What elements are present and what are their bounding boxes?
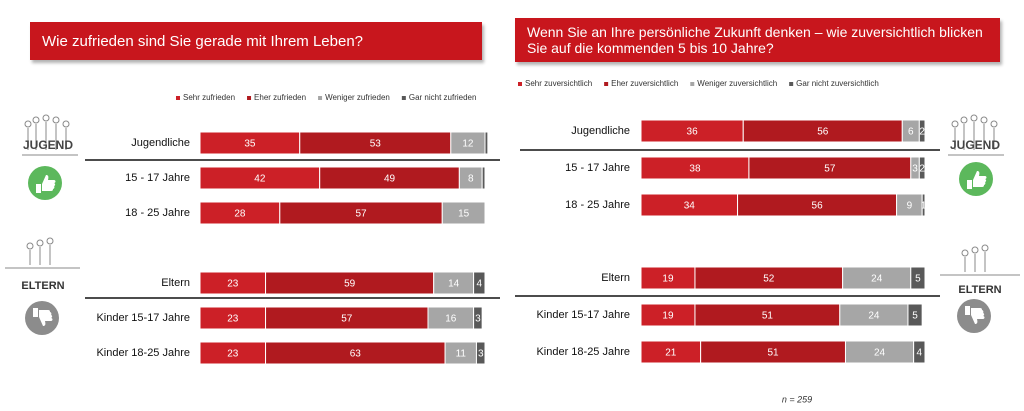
icon-label: JUGEND: [950, 138, 1000, 152]
legend-label: Weniger zufrieden: [325, 93, 390, 102]
value-label: 19: [662, 274, 674, 285]
legend-label: Sehr zuversichtlich: [525, 79, 592, 88]
value-label: 34: [684, 201, 696, 212]
thumb-down-icon: [25, 301, 59, 335]
icon-label: JUGEND: [23, 138, 73, 152]
chart-title: Wenn Sie an Ihre persönliche Zukunft den…: [515, 18, 1000, 62]
bar-segment: [481, 166, 486, 190]
note: n = 259: [782, 394, 812, 404]
value-label: 5: [912, 311, 918, 322]
bar-segment: [913, 340, 926, 364]
value-label: 3: [475, 314, 481, 325]
value-label: 56: [812, 201, 824, 212]
icon: [5, 114, 1020, 276]
category-label: Kinder 15-17 Jahre: [536, 309, 630, 321]
value-label: 12: [462, 139, 474, 150]
legend-label: Eher zufrieden: [254, 93, 306, 102]
value-label: 9: [907, 201, 913, 212]
value-label: 3: [478, 349, 484, 360]
value-label: 19: [662, 311, 674, 322]
legend-marker: [318, 96, 323, 100]
legend-marker: [789, 82, 794, 86]
value-label: 51: [762, 311, 774, 322]
value-label: 23: [227, 279, 239, 290]
legend-label: Sehr zufrieden: [183, 93, 235, 102]
value-label: 24: [874, 348, 886, 359]
value-label: 21: [665, 348, 677, 359]
value-label: 6: [908, 127, 914, 138]
category-label: Kinder 15-17 Jahre: [96, 312, 190, 324]
bar-segment: [918, 156, 926, 180]
category-label: Eltern: [601, 272, 630, 284]
value-label: 53: [370, 139, 382, 150]
icon-label: ELTERN: [21, 280, 64, 292]
value-label: 16: [445, 314, 457, 325]
value-label: 24: [868, 311, 880, 322]
legend-marker: [176, 96, 180, 100]
value-label: 2: [919, 127, 925, 138]
value-label: 2: [919, 164, 925, 175]
bar-segment: [918, 119, 926, 143]
value-label: 15: [458, 209, 470, 220]
value-label: 23: [227, 349, 239, 360]
category-label: Kinder 18-25 Jahre: [536, 346, 630, 358]
value-label: 57: [341, 314, 353, 325]
legend-label: Gar nicht zufrieden: [409, 93, 477, 102]
legend-marker: [604, 82, 609, 86]
thumb-up-icon: [28, 166, 62, 200]
value-label: 51: [767, 348, 779, 359]
value-label: 42: [254, 174, 266, 185]
value-label: 8: [468, 174, 474, 185]
value-label: 4: [917, 348, 923, 359]
legend-marker: [247, 96, 252, 100]
legend-marker: [518, 82, 522, 86]
value-label: 11: [456, 349, 467, 360]
chart-title: Wie zufrieden sind Sie gerade mit Ihrem …: [30, 22, 482, 60]
legend-marker: [401, 96, 406, 100]
value-label: 4: [477, 279, 483, 290]
category-label: 18 - 25 Jahre: [125, 207, 190, 219]
category-label: Jugendliche: [131, 137, 190, 149]
bar-segment: [475, 341, 486, 365]
bar-segment: [910, 266, 926, 290]
value-label: 14: [448, 279, 460, 290]
thumb-up-icon: [959, 162, 993, 196]
value-label: 63: [350, 349, 362, 360]
value-label: 3: [912, 164, 918, 175]
legend-marker: [690, 82, 695, 86]
legend-label: Eher zuversichtlich: [611, 79, 678, 88]
bar-segment: [441, 201, 486, 225]
value-label: 57: [824, 164, 836, 175]
value-label: 59: [344, 279, 356, 290]
value-label: 28: [234, 209, 246, 220]
icon-label: ELTERN: [958, 284, 1001, 296]
legend-label: Gar nicht zuversichtlich: [796, 79, 879, 88]
value-label: 38: [689, 164, 701, 175]
value-label: 36: [687, 127, 699, 138]
category-label: Kinder 18-25 Jahre: [96, 347, 190, 359]
value-label: 56: [817, 127, 829, 138]
category-label: 15 - 17 Jahre: [125, 172, 190, 184]
category-label: Jugendliche: [571, 125, 630, 137]
value-label: 24: [871, 274, 883, 285]
category-label: 15 - 17 Jahre: [565, 162, 630, 174]
value-label: 5: [915, 274, 921, 285]
value-label: 23: [227, 314, 239, 325]
thumb-down-icon: [957, 299, 991, 333]
legend-label: Weniger zuversichtlich: [697, 79, 777, 88]
bar-segment: [473, 271, 486, 295]
value-label: 35: [244, 139, 256, 150]
bar-segment: [907, 303, 923, 327]
category-label: Eltern: [161, 277, 190, 289]
value-label: 57: [355, 209, 367, 220]
value-label: 1: [921, 201, 927, 212]
bar-segment: [473, 306, 483, 330]
value-label: 52: [763, 274, 775, 285]
category-label: 18 - 25 Jahre: [565, 199, 630, 211]
bar-segment: [484, 131, 489, 155]
value-label: 49: [384, 174, 396, 185]
bar-segment: [921, 193, 926, 217]
